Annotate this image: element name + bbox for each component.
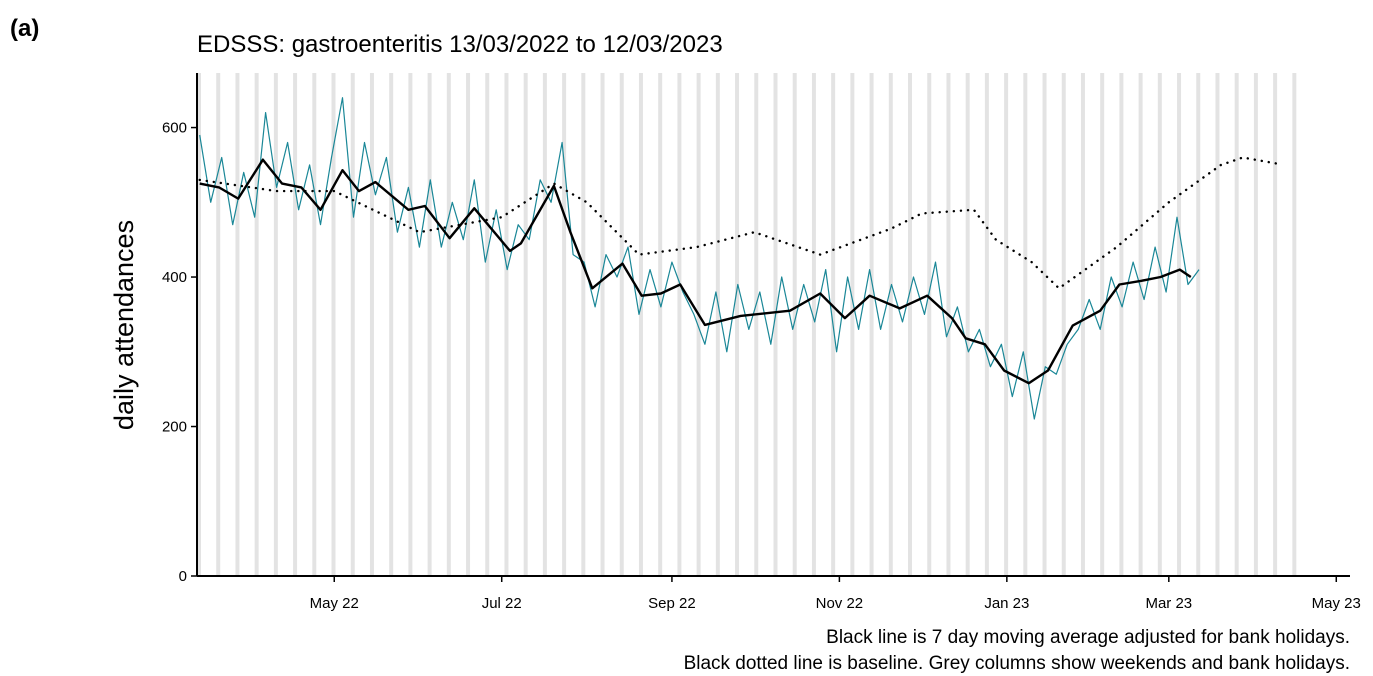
weekend-column <box>1234 73 1239 576</box>
weekend-column <box>619 73 624 576</box>
weekend-column <box>1157 73 1162 576</box>
y-tick-label: 200 <box>162 419 187 436</box>
y-axis-label: daily attendances <box>109 220 139 430</box>
weekend-column <box>1253 73 1258 576</box>
weekend-column <box>984 73 989 576</box>
weekend-column <box>1080 73 1085 576</box>
weekend-column <box>754 73 759 576</box>
panel-label: (a) <box>10 15 39 42</box>
x-tick-label: Mar 23 <box>1145 595 1192 612</box>
x-tick-label: Jan 23 <box>984 595 1029 612</box>
y-tick-label: 0 <box>179 568 187 585</box>
weekend-column <box>254 73 259 576</box>
series-line <box>198 156 1278 290</box>
weekend-column <box>408 73 413 576</box>
note: Black line is 7 day moving average adjus… <box>826 627 1350 648</box>
weekend-column <box>235 73 240 576</box>
weekend-column <box>485 73 490 576</box>
weekend-column <box>1042 73 1047 576</box>
x-tick-label: May 23 <box>1312 595 1361 612</box>
weekend-column <box>773 73 778 576</box>
weekend-column <box>562 73 567 576</box>
weekend-column <box>1196 73 1201 576</box>
weekend-column <box>1004 73 1009 576</box>
weekend-column <box>638 73 643 576</box>
weekend-column <box>581 73 586 576</box>
y-tick-label: 400 <box>162 269 187 286</box>
weekend-column <box>811 73 816 576</box>
weekend-column <box>427 73 432 576</box>
weekend-column <box>1119 73 1124 576</box>
weekend-column <box>927 73 932 576</box>
weekend-column <box>869 73 874 576</box>
weekend-column <box>504 73 509 576</box>
weekend-column <box>1215 73 1220 576</box>
weekend-column <box>735 73 740 576</box>
weekend-column <box>293 73 298 576</box>
weekend-column <box>965 73 970 576</box>
weekend-column <box>1023 73 1028 576</box>
weekend-column <box>1100 73 1105 576</box>
weekend-column <box>523 73 528 576</box>
weekend-column <box>216 73 221 576</box>
series-line <box>199 158 1192 385</box>
weekend-column <box>1292 73 1297 576</box>
weekend-column <box>908 73 913 576</box>
weekend-column <box>1273 73 1278 576</box>
note: Black dotted line is baseline. Grey colu… <box>684 653 1350 674</box>
weekend-column <box>600 73 605 576</box>
x-tick-label: Nov 22 <box>816 595 864 612</box>
weekend-column <box>389 73 394 576</box>
weekend-column <box>312 73 317 576</box>
weekend-column <box>446 73 451 576</box>
weekend-column <box>850 73 855 576</box>
weekend-column <box>542 73 547 576</box>
weekend-column <box>1138 73 1143 576</box>
x-tick-label: May 22 <box>310 595 359 612</box>
weekend-column <box>1177 73 1182 576</box>
weekend-column <box>197 73 201 576</box>
weekend-column <box>350 73 355 576</box>
weekend-column <box>888 73 893 576</box>
weekend-column <box>792 73 797 576</box>
x-tick-label: Jul 22 <box>482 595 522 612</box>
series-line <box>199 97 1200 420</box>
weekend-column <box>696 73 701 576</box>
weekend-column <box>1061 73 1066 576</box>
y-tick-label: 600 <box>162 120 187 137</box>
weekend-column <box>466 73 471 576</box>
weekend-column <box>677 73 682 576</box>
weekend-column <box>331 73 336 576</box>
weekend-column <box>369 73 374 576</box>
x-tick-label: Sep 22 <box>648 595 696 612</box>
weekend-column <box>658 73 663 576</box>
weekend-column <box>715 73 720 576</box>
weekend-column <box>946 73 951 576</box>
weekend-column <box>273 73 278 576</box>
chart-title: EDSSS: gastroenteritis 13/03/2022 to 12/… <box>197 31 723 58</box>
